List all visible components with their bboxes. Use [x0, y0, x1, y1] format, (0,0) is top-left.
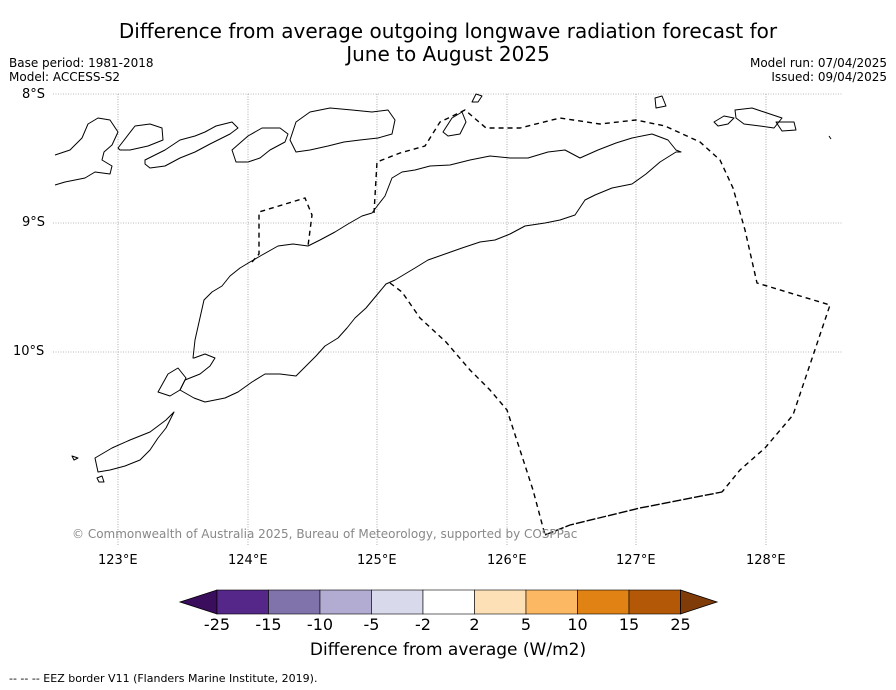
eez-south-boundary — [544, 491, 723, 536]
map-title: Difference from average outgoing longwav… — [0, 20, 896, 66]
colorbar-bin-9 — [628, 589, 681, 615]
lat-label-9s: 9°S — [22, 215, 46, 230]
wetar-west-coast — [231, 127, 289, 163]
sumba-islet — [96, 475, 105, 483]
meta-right: Model run: 07/04/2025 Issued: 09/04/2025 — [750, 56, 887, 84]
coastlines — [54, 93, 832, 483]
colorbar-tick-label: 5 — [520, 615, 532, 634]
eez-oecusse-enclave — [251, 197, 313, 263]
colorbar-tick-label: 15 — [618, 615, 640, 634]
pantar-island-coast — [144, 121, 239, 169]
colorbar-tick-label: 2 — [469, 615, 480, 634]
graticule — [53, 93, 843, 545]
title-line-2: June to August 2025 — [346, 42, 550, 66]
rote-island-coast — [157, 367, 187, 397]
colorbar-bin-2 — [268, 589, 321, 615]
eez-legend-footer: -- -- -- EEZ border V11 (Flanders Marine… — [9, 672, 318, 685]
lon-label-127e: 127°E — [616, 553, 656, 568]
lon-label-124e: 124°E — [228, 553, 268, 568]
colorbar-bin-6 — [474, 589, 527, 615]
colorbar-tick-label: -25 — [203, 615, 231, 634]
model-name: Model: ACCESS-S2 — [9, 70, 121, 84]
romang-island-coast — [442, 111, 467, 137]
eez-borders — [251, 109, 831, 536]
title-line-1: Difference from average outgoing longwav… — [118, 19, 778, 43]
colorbar-tick-label: 25 — [670, 615, 691, 634]
model-run: Model run: 07/04/2025 — [749, 56, 887, 70]
colorbar-tick-label: 10 — [567, 615, 588, 634]
colorbar-bin-7 — [525, 589, 578, 615]
lon-label-123e: 123°E — [98, 553, 138, 568]
colorbar-bin-5 — [422, 589, 475, 615]
colorbar-tick-label: -15 — [255, 615, 282, 634]
leti-islet — [654, 95, 667, 109]
alor-island-coast — [117, 123, 164, 151]
raijua-islet — [71, 455, 79, 461]
eez-timor-sea-south — [389, 282, 546, 536]
lon-label-125e: 125°E — [357, 553, 397, 568]
flores-coast-fragment — [54, 117, 119, 186]
meta-left: Base period: 1981-2018 Model: ACCESS-S2 — [9, 56, 154, 84]
colorbar-label: Difference from average (W/m2) — [309, 640, 587, 660]
far-east-islet — [828, 135, 832, 140]
eez-timor-leste-north — [373, 109, 831, 493]
issued-date: Issued: 09/04/2025 — [771, 70, 887, 84]
colorbar-tick-label: -5 — [363, 615, 380, 634]
lon-label-126e: 126°E — [487, 553, 527, 568]
colorbar-tick-label: -2 — [415, 615, 431, 634]
sermata-coast — [775, 121, 797, 132]
lat-label-8s: 8°S — [22, 87, 46, 102]
lon-label-128e: 128°E — [746, 553, 786, 568]
timor-island-coast — [179, 133, 682, 403]
kisar-islet — [471, 93, 483, 103]
wetar-island-coast — [289, 107, 396, 153]
colorbar-bin-8 — [577, 589, 630, 615]
babar-coast — [734, 107, 783, 129]
colorbar-tick-label: -10 — [306, 615, 334, 634]
sawu-island-coast — [94, 411, 175, 473]
colorbar-extend-low — [178, 589, 218, 615]
moa-island-coast — [713, 115, 735, 127]
base-period: Base period: 1981-2018 — [9, 56, 154, 70]
colorbar-bin-1 — [216, 589, 269, 615]
lat-label-10s: 10°S — [13, 344, 45, 359]
copyright-notice: © Commonwealth of Australia 2025, Bureau… — [72, 527, 578, 541]
colorbar-bin-4 — [371, 589, 424, 615]
colorbar-extend-high — [680, 589, 719, 615]
colorbar-bin-3 — [319, 589, 372, 615]
